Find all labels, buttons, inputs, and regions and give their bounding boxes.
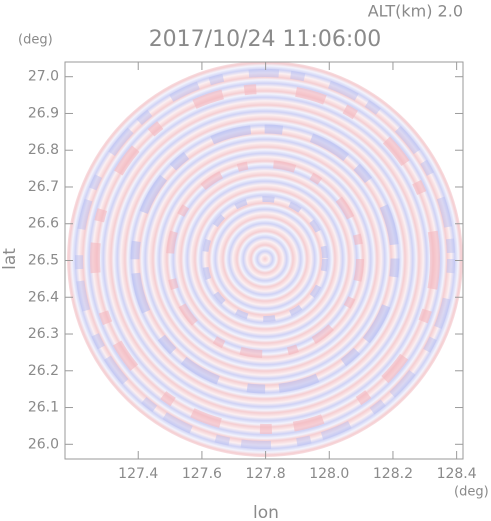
x-axis-label: lon: [253, 503, 279, 521]
y-tick-label: 26.3: [28, 326, 59, 342]
y-tick-label: 26.8: [28, 142, 59, 158]
x-unit: (deg): [454, 485, 489, 500]
x-tick-label: 128.2: [373, 466, 413, 482]
y-tick-label: 26.7: [28, 179, 59, 195]
y-axis-label: lat: [0, 248, 20, 270]
x-tick-label: 127.4: [118, 466, 158, 482]
y-tick-label: 26.0: [28, 436, 59, 452]
y-tick-label: 26.9: [28, 105, 59, 121]
x-tick-label: 128.4: [437, 466, 477, 482]
radar-disc: [67, 62, 463, 457]
y-unit: (deg): [18, 33, 53, 48]
x-tick-label: 127.6: [182, 466, 222, 482]
altitude-label: ALT(km) 2.0: [368, 2, 463, 21]
y-tick-label: 27.0: [28, 69, 59, 85]
x-tick-label: 128.0: [309, 466, 349, 482]
x-tick-label: 127.8: [246, 466, 286, 482]
chart-title: 2017/10/24 11:06:00: [149, 27, 382, 52]
y-tick-label: 26.4: [28, 289, 59, 305]
y-tick-label: 26.5: [28, 253, 59, 269]
y-tick-label: 26.6: [28, 216, 59, 232]
y-tick-label: 26.2: [28, 363, 59, 379]
y-tick-label: 26.1: [28, 400, 59, 416]
